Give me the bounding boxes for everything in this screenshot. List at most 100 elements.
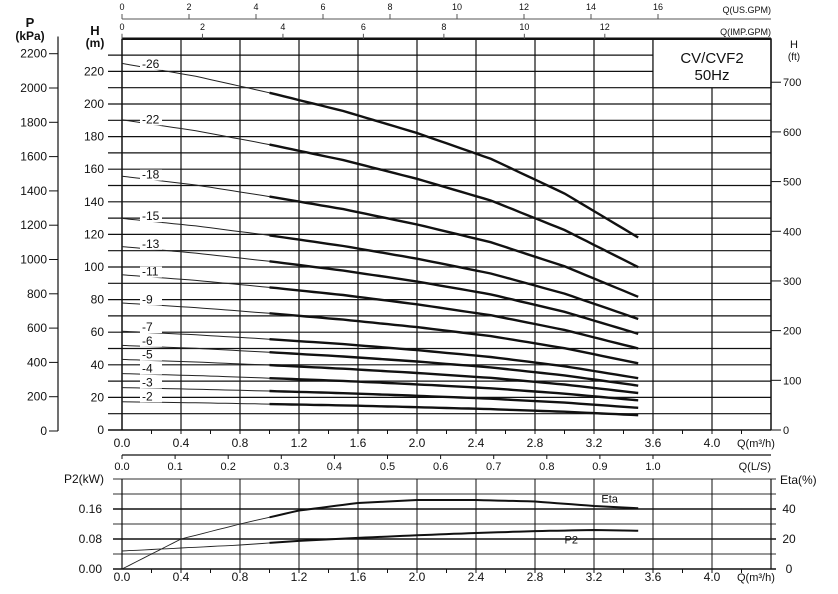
stage-label-bg [140,211,162,223]
y-axis-label-unit: (m) [86,36,105,50]
stage-label: -18 [142,168,160,182]
curve-p2 [269,528,639,544]
series-label-p2: P2 [565,535,578,547]
head-curve-stage-26 [269,91,639,239]
stage-label-bg [140,114,162,126]
stage-label-bg [140,391,162,403]
imp-gpm-tick-label: 4 [280,22,285,32]
x-axis-label: Q(m³/h) [737,438,775,450]
pressure-tick-label: 800 [27,287,47,301]
stage-label: -13 [142,237,160,251]
pressure-axis-unit: (kPa) [15,29,44,43]
us-gpm-axis-label: Q(US.GPM) [723,5,772,15]
ft-tick-label: 0 [783,425,789,437]
stage-label-bg [140,238,162,250]
stage-label-bg [140,266,162,278]
x-tick-label: 3.2 [586,436,603,450]
stage-label: -9 [142,292,153,306]
ls-tick-label: 0.4 [327,461,342,473]
curve-eta [269,499,639,519]
y-tick-label: 120 [84,227,104,241]
lower-x-tick-label: 2.8 [527,570,544,584]
head-curve-stage-22 [269,143,639,269]
eta-tick-label: 40 [782,502,796,516]
head-curve-stage-11 [269,286,639,350]
ls-tick-label: 0.8 [539,461,554,473]
ft-axis-unit: (ft) [788,52,800,63]
lower-x-tick-label: 0.8 [232,570,249,584]
lower-x-tick-label: 1.2 [291,570,308,584]
head-curve-stage-3 [269,389,639,409]
y-tick-label: 60 [91,325,105,339]
head-curve-stage-6 [269,351,639,387]
stage-label-bg [140,58,162,70]
x-tick-label: 4.0 [704,436,721,450]
pressure-axis-label: P [26,15,35,30]
y-tick-label: 100 [84,260,104,274]
stage-label: -4 [142,362,153,376]
us-gpm-tick-label: 2 [186,2,191,12]
p2-tick-label: 0.00 [79,562,103,576]
imp-gpm-axis-label: Q(IMP.GPM) [720,27,771,37]
head-curve-stage-18 [269,195,639,298]
stage-label: -2 [142,389,153,403]
head-curve-stage-7 [269,338,639,380]
us-gpm-tick-label: 14 [586,2,596,12]
y-tick-label: 200 [84,97,104,111]
us-gpm-tick-label: 4 [253,2,258,12]
x-tick-label: 2.8 [527,436,544,450]
ls-tick-label: 0.3 [274,461,289,473]
imp-gpm-tick-label: 0 [119,22,124,32]
head-curve-stage-5 [269,363,639,395]
ls-tick-label: 0.9 [592,461,607,473]
pressure-tick-label: 1400 [20,184,47,198]
ls-tick-label: 0.0 [114,461,129,473]
y-tick-label: 40 [91,358,105,372]
x-tick-label: 3.6 [645,436,662,450]
pressure-tick-label: 400 [27,355,47,369]
x-tick-label: 1.6 [350,436,367,450]
imp-gpm-tick-label: 10 [519,22,529,32]
y-tick-label: 160 [84,162,104,176]
stage-label: -26 [142,57,160,71]
series-label-eta: Eta [601,493,618,505]
lower-x-tick-label: 3.2 [586,570,603,584]
stage-label-bg [140,349,162,361]
ls-tick-label: 0.6 [433,461,448,473]
y-tick-label: 220 [84,64,104,78]
imp-gpm-tick-label: 2 [200,22,205,32]
pressure-tick-label: 1200 [20,218,47,232]
pressure-tick-label: 1800 [20,115,47,129]
ls-tick-label: 1.0 [645,461,660,473]
pressure-tick-label: 1600 [20,150,47,164]
eta-tick-label: 20 [782,532,796,546]
stage-label: -6 [142,334,153,348]
ls-axis-label: Q(L/S) [739,461,771,473]
us-gpm-tick-label: 10 [452,2,462,12]
lower-x-tick-label: 0.0 [114,570,131,584]
us-gpm-tick-label: 12 [519,2,529,12]
ls-tick-label: 0.1 [167,461,182,473]
lower-x-tick-label: 4.0 [704,570,721,584]
lower-x-tick-label: 0.4 [173,570,190,584]
imp-gpm-tick-label: 8 [441,22,446,32]
ft-tick-label: 700 [783,77,801,89]
head-curve-stage-4 [269,377,639,402]
stage-label: -11 [142,265,159,279]
pressure-tick-label: 2200 [20,47,47,61]
stage-label-bg [140,377,162,389]
p2-axis-label: P2(kW) [64,472,104,486]
pressure-tick-label: 2000 [20,81,47,95]
p2-tick-label: 0.08 [79,532,103,546]
y-tick-label: 20 [91,390,105,404]
lower-x-tick-label: 1.6 [350,570,367,584]
curve-thin-p2 [121,542,270,552]
ft-tick-label: 600 [783,127,801,139]
p2-tick-label: 0.16 [79,502,103,516]
x-tick-label: 0.4 [173,436,190,450]
head-curve-stage-2 [269,402,639,417]
ft-tick-label: 400 [783,226,801,238]
ls-tick-label: 0.7 [486,461,501,473]
x-tick-label: 1.2 [291,436,308,450]
